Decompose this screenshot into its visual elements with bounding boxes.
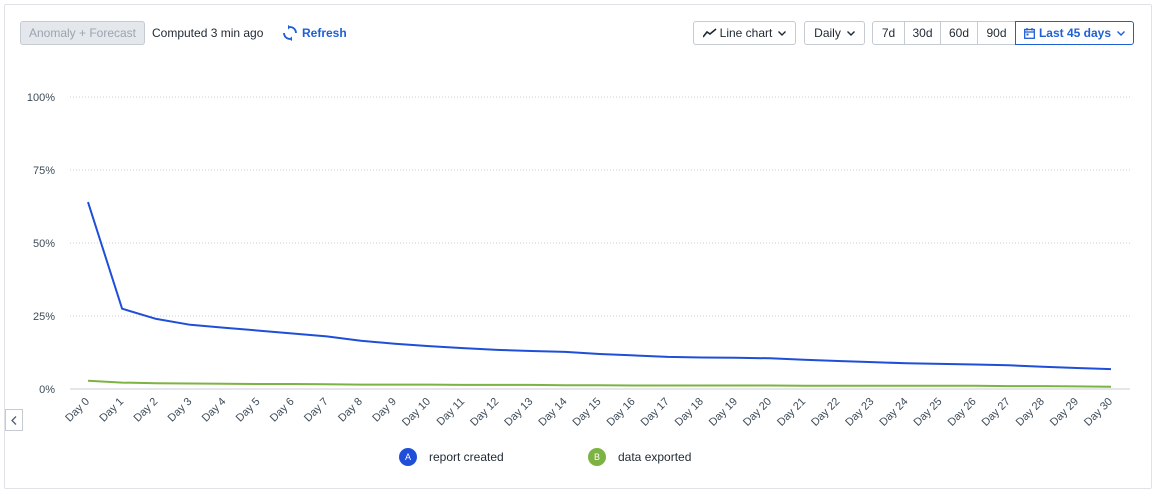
x-tick-label: Day 6: [268, 396, 297, 425]
chart-type-label: Line chart: [719, 26, 773, 40]
refresh-icon: [283, 25, 297, 41]
scroll-left-button[interactable]: [5, 409, 23, 431]
anomaly-forecast-button[interactable]: Anomaly + Forecast: [20, 21, 145, 45]
range-90d-button[interactable]: 90d: [977, 21, 1016, 45]
x-tick-label: Day 26: [946, 396, 979, 429]
range-60d-button[interactable]: 60d: [940, 21, 978, 45]
chevron-down-icon: [846, 30, 855, 36]
x-tick-label: Day 0: [63, 396, 92, 425]
x-tick-label: Day 12: [468, 396, 501, 429]
x-tick-label: Day 13: [502, 396, 535, 429]
x-tick-label: Day 20: [741, 396, 774, 429]
refresh-button[interactable]: Refresh: [283, 24, 347, 42]
x-tick-label: Day 11: [435, 396, 468, 429]
y-tick-label: 0%: [39, 384, 55, 396]
line-chart-icon: [702, 28, 717, 38]
computed-status: Computed 3 min ago: [152, 26, 264, 40]
legend-label-b: data exported: [618, 450, 692, 464]
interval-label: Daily: [814, 26, 841, 40]
chart-type-dropdown[interactable]: Line chart: [693, 21, 796, 45]
legend-item-a[interactable]: A report created: [399, 448, 504, 466]
x-tick-label: Day 19: [707, 396, 740, 429]
chevron-left-icon: [11, 415, 17, 425]
range-7d-button[interactable]: 7d: [872, 21, 905, 45]
x-tick-label: Day 22: [809, 396, 842, 429]
x-tick-label: Day 18: [673, 396, 706, 429]
x-tick-label: Day 10: [400, 396, 433, 429]
x-tick-label: Day 14: [536, 396, 569, 429]
y-tick-label: 75%: [33, 165, 55, 177]
x-tick-label: Day 23: [843, 396, 876, 429]
x-tick-label: Day 24: [877, 396, 910, 429]
chevron-down-icon: [778, 30, 787, 36]
chevron-down-icon: [1117, 30, 1126, 36]
range-30d-button[interactable]: 30d: [904, 21, 941, 45]
x-tick-label: Day 7: [302, 396, 331, 425]
y-tick-label: 25%: [33, 311, 55, 323]
x-tick-label: Day 15: [570, 396, 603, 429]
x-tick-label: Day 4: [200, 396, 229, 425]
active-range-label: Last 45 days: [1038, 26, 1112, 40]
legend-badge-b: B: [588, 448, 606, 466]
x-tick-label: Day 5: [234, 396, 263, 425]
chart-panel: [4, 4, 1152, 489]
series-line-data-exported: [87, 379, 1112, 388]
x-tick-label: Day 2: [132, 396, 161, 425]
x-tick-label: Day 25: [911, 396, 944, 429]
legend-badge-a: A: [399, 448, 417, 466]
date-range-selector: 7d 30d 60d 90d Last 45 days: [872, 21, 1134, 45]
range-last-45-days-button[interactable]: Last 45 days: [1015, 21, 1134, 45]
x-tick-label: Day 21: [775, 396, 808, 429]
legend-item-b[interactable]: B data exported: [588, 448, 691, 466]
calendar-icon: [1024, 27, 1035, 39]
x-tick-label: Day 30: [1082, 396, 1115, 429]
x-tick-label: Day 29: [1048, 396, 1081, 429]
x-tick-label: Day 16: [605, 396, 638, 429]
x-tick-label: Day 3: [166, 396, 195, 425]
x-tick-label: Day 1: [97, 396, 126, 425]
legend-label-a: report created: [429, 450, 504, 464]
x-tick-label: Day 27: [980, 396, 1013, 429]
x-tick-label: Day 9: [370, 396, 399, 425]
interval-dropdown[interactable]: Daily: [804, 21, 865, 45]
y-tick-label: 50%: [33, 238, 55, 250]
refresh-label: Refresh: [302, 26, 347, 40]
x-tick-label: Day 17: [639, 396, 672, 429]
series-line-report-created: [87, 201, 1112, 371]
x-tick-label: Day 8: [336, 396, 365, 425]
x-tick-label: Day 28: [1014, 396, 1047, 429]
y-tick-label: 100%: [27, 92, 55, 104]
